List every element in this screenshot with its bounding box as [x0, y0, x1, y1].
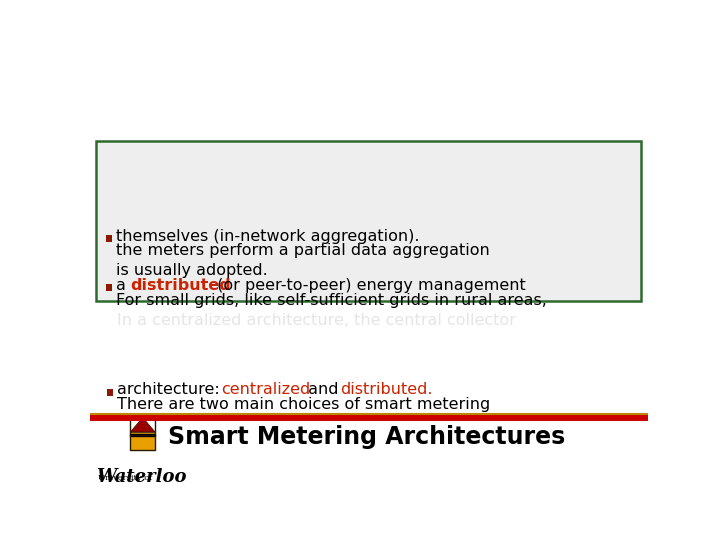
Text: distributed.: distributed.: [340, 382, 433, 397]
Text: a: a: [116, 278, 130, 293]
Bar: [106, 284, 112, 291]
FancyBboxPatch shape: [96, 141, 641, 301]
Text: In a centralized architecture, the central collector: In a centralized architecture, the centr…: [117, 313, 516, 328]
Text: distributed: distributed: [130, 278, 231, 293]
Text: (or peer-to-peer) energy management: (or peer-to-peer) energy management: [212, 278, 526, 293]
Text: architecture:: architecture:: [117, 382, 225, 397]
Bar: [106, 235, 112, 242]
Text: Waterloo: Waterloo: [96, 468, 186, 487]
FancyBboxPatch shape: [130, 434, 155, 436]
Text: For small grids, like self-sufficient grids in rural areas,: For small grids, like self-sufficient gr…: [116, 293, 546, 308]
Text: themselves (in-network aggregation).: themselves (in-network aggregation).: [116, 229, 419, 244]
Text: the meters perform a partial data aggregation: the meters perform a partial data aggreg…: [116, 244, 490, 259]
Text: centralized: centralized: [221, 382, 310, 397]
Text: is usually adopted.: is usually adopted.: [116, 264, 267, 279]
Bar: [130, 432, 155, 450]
Text: University of: University of: [98, 475, 152, 482]
Text: There are two main choices of smart metering: There are two main choices of smart mete…: [117, 397, 490, 413]
Polygon shape: [130, 417, 155, 432]
Text: Smart Metering Architectures: Smart Metering Architectures: [168, 424, 564, 449]
Bar: [130, 417, 155, 450]
Text: and: and: [303, 382, 343, 397]
Bar: [107, 389, 113, 396]
